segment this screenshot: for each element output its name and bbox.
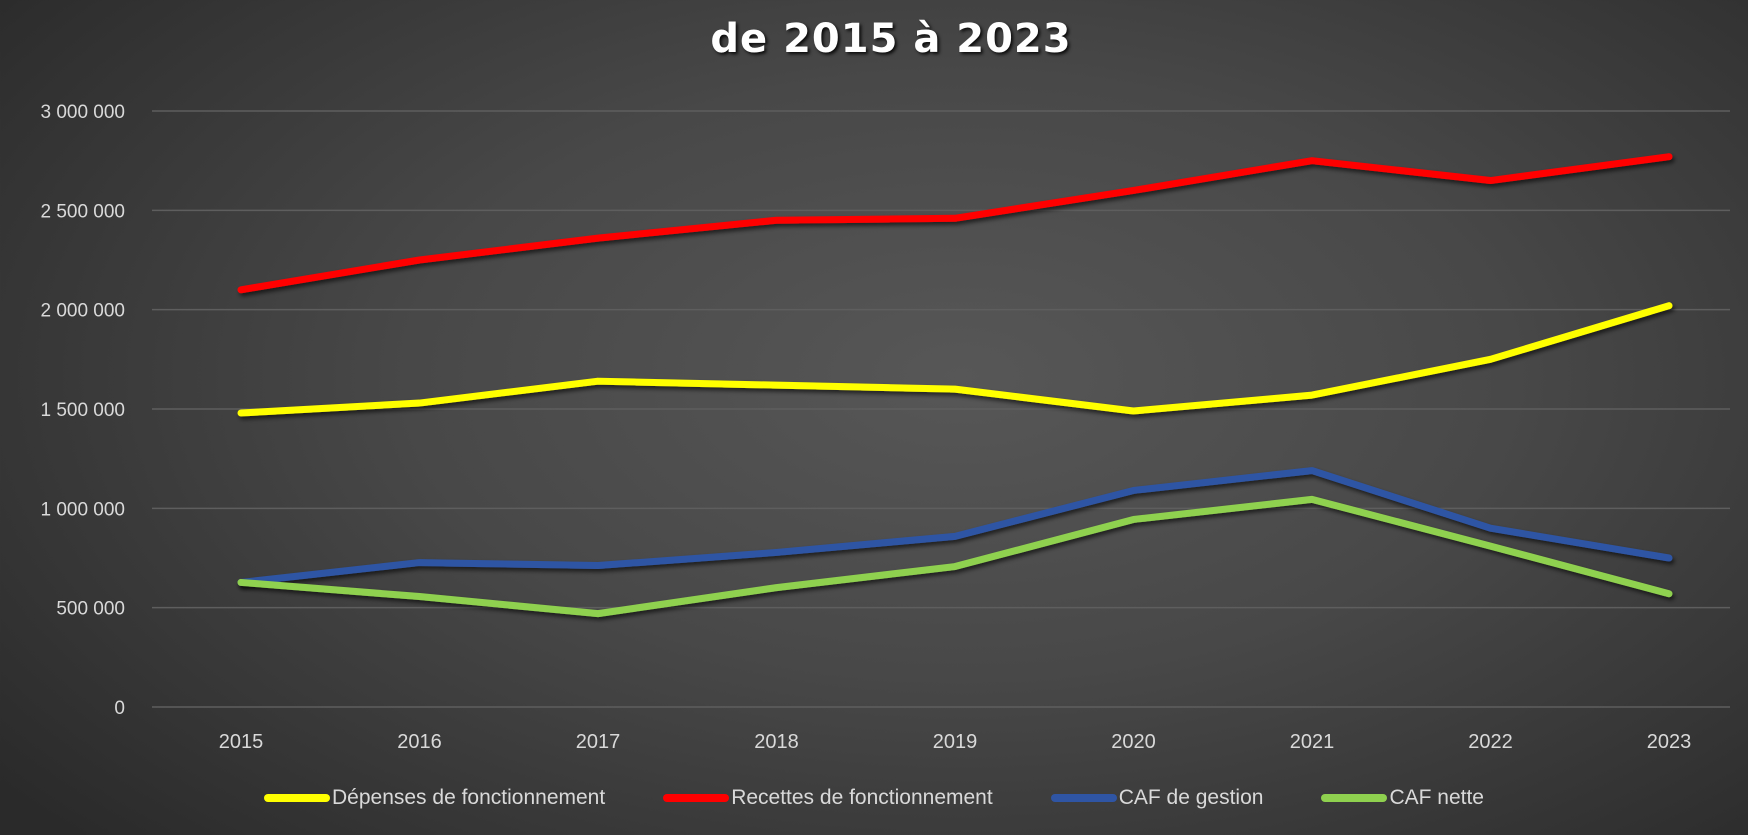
x-tick-label: 2023 — [1647, 731, 1692, 753]
legend-swatch — [663, 794, 730, 802]
y-tick-label: 2 500 000 — [40, 201, 125, 222]
legend-label: CAF de gestion — [1118, 786, 1264, 809]
legend-label: Dépenses de fonctionnement — [332, 786, 606, 809]
gridlines — [152, 110, 1730, 708]
x-tick-label: 2016 — [397, 731, 442, 753]
y-tick-label: 2 000 000 — [40, 301, 125, 322]
y-tick-label: 1 000 000 — [40, 499, 125, 520]
y-tick-label: 500 000 — [56, 599, 125, 620]
x-tick-label: 2015 — [219, 731, 264, 753]
x-tick-label: 2017 — [576, 731, 621, 753]
legend-item: CAF nette — [1321, 786, 1484, 810]
series-line-depenses-de-fonctionnement — [237, 302, 1673, 417]
x-tick-label: 2018 — [754, 731, 799, 753]
legend-label: Recettes de fonctionnement — [731, 786, 993, 809]
series-lines — [237, 153, 1673, 618]
x-tick-label: 2021 — [1290, 731, 1335, 753]
legend-item: Recettes de fonctionnement — [663, 786, 993, 810]
series-line-recettes-de-fonctionnement — [237, 153, 1673, 294]
legend-swatch — [1050, 794, 1117, 802]
legend-swatch — [1321, 794, 1388, 802]
y-tick-label: 1 500 000 — [40, 400, 125, 421]
legend-item: Dépenses de fonctionnement — [264, 786, 605, 810]
legend-item: CAF de gestion — [1050, 786, 1264, 810]
chart-title: de 2015 à 2023 — [710, 16, 1072, 62]
x-tick-label: 2020 — [1111, 731, 1156, 753]
y-axis: 0 500 000 1 000 000 1 500 000 2 000 000 2 500… — [40, 102, 125, 719]
y-tick-label: 0 — [114, 698, 125, 719]
legend: Dépenses de fonctionnement Recettes de fo… — [0, 786, 1748, 810]
legend-label: CAF nette — [1389, 786, 1484, 809]
legend-swatch — [264, 794, 330, 802]
y-tick-label: 3 000 000 — [40, 102, 125, 123]
x-tick-label: 2022 — [1468, 731, 1513, 753]
x-tick-label: 2019 — [933, 731, 978, 753]
x-axis: 2015 2016 2017 2018 2019 2020 2021 2022 2023 — [219, 731, 1692, 753]
